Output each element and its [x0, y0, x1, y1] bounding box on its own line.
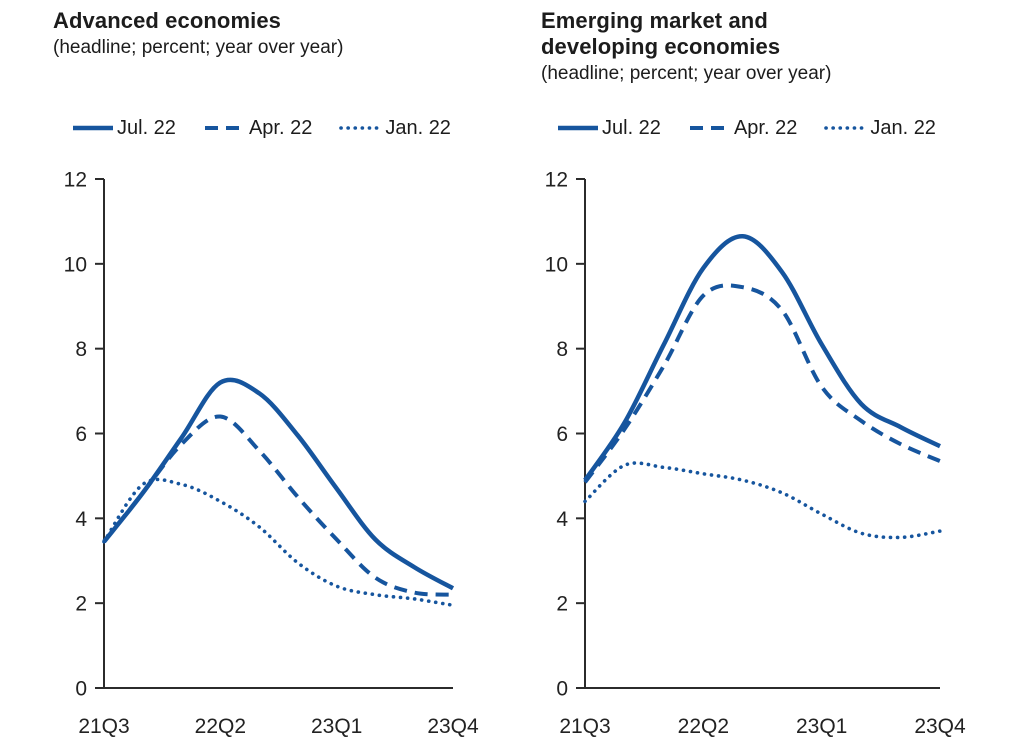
solid-line-icon [556, 122, 600, 134]
x-tick-label: 22Q2 [195, 715, 246, 738]
dashed-line-icon [688, 122, 732, 134]
x-tick-label: 23Q1 [796, 715, 847, 738]
y-tick-label: 6 [556, 423, 568, 446]
series-line-dashed [102, 414, 454, 597]
chart-title: Emerging market and developing economies [541, 8, 981, 60]
y-tick-label: 0 [75, 678, 87, 701]
y-tick-label: 4 [556, 508, 568, 531]
legend-item-jan-22: Jan. 22 [824, 117, 936, 140]
legend-label: Apr. 22 [733, 116, 798, 139]
x-tick-label: 22Q2 [678, 715, 729, 738]
chart-title-line: Advanced economies [53, 8, 281, 33]
legend-emde: Jul. 22 Apr. 22 Jan. 22 [556, 114, 936, 142]
series-line-dotted [102, 477, 455, 608]
y-tick-label: 10 [545, 253, 568, 276]
y-tick-label: 6 [75, 423, 87, 446]
chart-title-line: developing economies [541, 34, 781, 59]
legend-label: Jul. 22 [602, 116, 661, 139]
legend-item-apr-22: Apr. 22 [688, 117, 797, 140]
chart-title: Advanced economies [53, 8, 483, 34]
advanced-economies-header: Advanced economies (headline; percent; y… [53, 8, 483, 60]
y-tick-label: 8 [75, 338, 87, 361]
legend-label: Jan. 22 [870, 116, 936, 139]
y-tick-label: 8 [556, 338, 568, 361]
chart-subtitle: (headline; percent; year over year) [53, 37, 344, 58]
legend-item-jan-22: Jan. 22 [339, 117, 451, 140]
solid-line-icon [71, 122, 115, 134]
dashed-line-icon [203, 122, 247, 134]
y-tick-label: 4 [75, 508, 87, 531]
dotted-line-icon [824, 122, 869, 134]
x-tick-label: 21Q3 [78, 715, 129, 738]
legend-advanced: Jul. 22 Apr. 22 Jan. 22 [71, 114, 451, 142]
inflation-forecast-charts: 0 2 4 6 8 10 12 21Q3 22Q2 23Q1 23Q4 0 2 4 6 8 10 12 21Q3 22… [64, 169, 966, 739]
legend-label: Jul. 22 [117, 116, 176, 139]
chart-title-line: Emerging market and [541, 8, 768, 33]
emde-plot: 0 2 4 6 8 10 12 21Q3 22Q2 23Q1 23Q4 [545, 169, 966, 739]
y-tick-label: 2 [556, 593, 568, 616]
x-tick-label: 23Q4 [427, 715, 479, 738]
series-line-solid [102, 377, 455, 591]
advanced-economies-plot: 0 2 4 6 8 10 12 21Q3 22Q2 23Q1 23Q4 [64, 169, 479, 739]
y-tick-label: 12 [545, 169, 568, 192]
x-tick-label: 23Q4 [914, 715, 966, 738]
legend-label: Apr. 22 [248, 116, 313, 139]
legend-label: Jan. 22 [385, 116, 451, 139]
y-tick-label: 0 [556, 678, 568, 701]
series-line-dashed [583, 283, 941, 484]
chart-subtitle: (headline; percent; year over year) [541, 63, 832, 84]
x-tick-label: 21Q3 [559, 715, 610, 738]
legend-item-jul-22: Jul. 22 [71, 117, 176, 140]
legend-item-jul-22: Jul. 22 [556, 117, 661, 140]
legend-item-apr-22: Apr. 22 [203, 117, 312, 140]
series-line-dotted [583, 461, 942, 540]
y-tick-label: 12 [64, 169, 87, 192]
x-tick-label: 23Q1 [311, 715, 362, 738]
y-tick-label: 10 [64, 253, 87, 276]
series-line-solid [583, 234, 941, 482]
dotted-line-icon [339, 122, 384, 134]
emde-header: Emerging market and developing economies… [541, 8, 981, 86]
y-tick-label: 2 [75, 593, 87, 616]
